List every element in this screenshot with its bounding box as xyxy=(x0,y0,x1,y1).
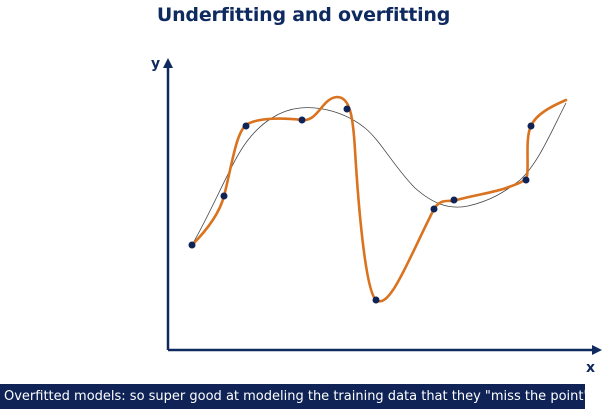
data-point xyxy=(242,122,250,130)
data-points xyxy=(188,105,535,304)
smooth-fit-curve xyxy=(191,102,567,246)
data-point xyxy=(188,241,196,249)
data-point xyxy=(430,205,438,213)
x-axis-arrow xyxy=(592,345,602,355)
y-axis-arrow xyxy=(163,58,173,68)
data-point xyxy=(343,105,351,113)
data-point xyxy=(372,296,380,304)
y-axis-label: y xyxy=(151,56,160,72)
data-point xyxy=(298,116,306,124)
x-axis-label: x xyxy=(586,360,595,376)
caption-banner: Overfitted models: so super good at mode… xyxy=(0,384,585,409)
data-point xyxy=(220,192,228,200)
diagram-title: Underfitting and overfitting xyxy=(156,4,451,26)
data-point xyxy=(527,122,535,130)
data-point xyxy=(522,176,530,184)
data-point xyxy=(450,196,458,204)
